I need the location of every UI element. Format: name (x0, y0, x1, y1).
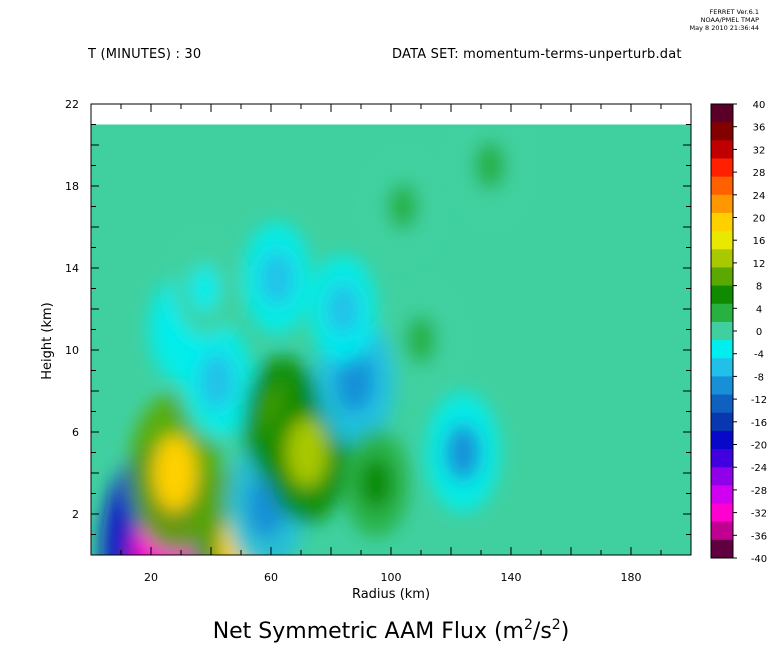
x-tick-label: 60 (264, 571, 278, 584)
colorbar-label: -12 (751, 395, 767, 406)
colorbar-swatch (711, 449, 733, 468)
colorbar-label: 4 (756, 304, 762, 315)
y-axis: 2 6 10 14 18 22 (65, 98, 691, 556)
colorbar-label: -28 (751, 486, 767, 497)
colorbar-swatch (711, 412, 733, 432)
colorbar-label: 0 (756, 327, 762, 338)
y-tick-label: 2 (72, 508, 79, 521)
colorbar-swatch (711, 539, 733, 559)
colorbar-swatch (711, 194, 733, 214)
colorbar-label: 24 (753, 191, 766, 202)
colorbar-label: -40 (751, 554, 767, 565)
colorbar-swatch (711, 485, 733, 505)
colorbar-swatch (711, 394, 733, 414)
colorbar-label: -16 (751, 418, 767, 429)
colorbar-label: 40 (753, 100, 766, 111)
colorbar-swatch (711, 176, 733, 196)
colorbar-label: -32 (751, 509, 767, 520)
y-tick-label: 10 (65, 344, 79, 357)
field-features (101, 128, 522, 555)
stamp-line-3: May 8 2010 21:36:44 (689, 24, 759, 32)
ferret-stamp: FERRET Ver.6.1 NOAA/PMEL TMAP May 8 2010… (689, 8, 759, 32)
title-end: ) (561, 619, 570, 644)
colorbar-label: 12 (753, 259, 766, 270)
colorbar-label: 32 (753, 145, 766, 156)
y-tick-label: 14 (65, 262, 79, 275)
flux-core-8 (286, 418, 328, 487)
time-label: T (MINUTES) : 30 (88, 47, 202, 62)
colorbar-swatch (711, 249, 733, 268)
colorbar-swatch (711, 122, 733, 141)
plot-area (91, 124, 691, 555)
colorbar-swatch (711, 376, 733, 396)
x-tick-label: 180 (621, 571, 642, 584)
colorbar-swatch (711, 285, 733, 305)
colorbar-swatch (711, 321, 733, 341)
colorbar-swatch (711, 104, 733, 123)
dataset-label: DATA SET: momentum-terms-unperturb.dat (392, 47, 682, 62)
title-mid: /s (533, 619, 552, 644)
colorbar-label: 16 (753, 236, 766, 247)
colorbar-swatch (711, 231, 733, 250)
y-tick-label: 22 (65, 98, 79, 111)
colorbar-swatch (711, 158, 733, 178)
title-main: Net Symmetric AAM Flux (m (213, 619, 524, 644)
colorbar-label: -20 (751, 441, 767, 452)
colorbar-swatch (711, 358, 733, 377)
x-axis-label: Radius (km) (352, 587, 430, 602)
y-tick-label: 6 (72, 426, 79, 439)
colorbar-label: 8 (756, 282, 762, 293)
colorbar-swatch (711, 267, 733, 287)
colorbar: 4036322824201612840-4-8-12-16-20-24-28-3… (710, 100, 767, 565)
colorbar-swatch (711, 303, 733, 323)
chart-title: Net Symmetric AAM Flux (m2/s2) (213, 617, 570, 644)
colorbar-label: 28 (753, 168, 766, 179)
title-sup-den: 2 (552, 617, 561, 633)
flux-core-16 (474, 141, 506, 190)
flux-core-4 (190, 265, 220, 312)
y-tick-label: 18 (65, 180, 79, 193)
colorbar-swatch (711, 503, 733, 523)
x-tick-label: 140 (501, 571, 522, 584)
x-tick-label: 100 (381, 571, 402, 584)
colorbar-label: -8 (754, 372, 764, 383)
x-axis: 20 60 100 140 180 (90, 104, 692, 584)
flux-core-14 (388, 183, 418, 230)
colorbar-label: -4 (754, 350, 764, 361)
colorbar-swatch (711, 212, 733, 232)
flux-core-9 (260, 251, 294, 306)
colorbar-label: -24 (751, 463, 767, 474)
colorbar-swatch (711, 340, 733, 359)
flux-core-13 (405, 315, 437, 364)
colorbar-label: -36 (751, 531, 767, 542)
flux-core-12 (359, 457, 393, 510)
colorbar-swatch (711, 467, 733, 486)
flux-core-15 (445, 423, 481, 482)
flux-core-10 (335, 349, 375, 413)
y-axis-label: Height (km) (40, 302, 55, 379)
colorbar-swatch (711, 140, 733, 159)
flux-core-1 (152, 434, 198, 512)
stamp-line-2: NOAA/PMEL TMAP (700, 16, 759, 24)
colorbar-label: 36 (753, 123, 766, 134)
x-tick-label: 20 (144, 571, 158, 584)
title-sup-num: 2 (524, 617, 533, 633)
colorbar-swatch (711, 521, 733, 541)
colorbar-swatch (711, 430, 733, 450)
flux-core-3 (199, 352, 235, 409)
colorbar-label: 20 (753, 214, 766, 225)
flux-core-11 (326, 283, 360, 335)
stamp-line-1: FERRET Ver.6.1 (709, 8, 759, 16)
